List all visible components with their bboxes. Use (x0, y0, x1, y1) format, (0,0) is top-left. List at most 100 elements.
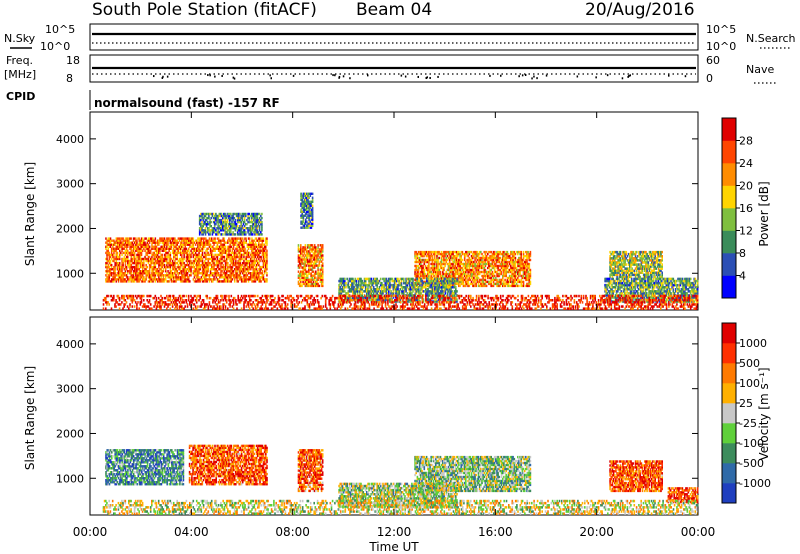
heatmap-cell (194, 243, 197, 246)
heatmap-cell (142, 261, 144, 265)
heatmap-cell (119, 243, 121, 246)
heatmap-cell (458, 260, 460, 264)
heatmap-cell (156, 259, 159, 263)
heatmap-cell (137, 259, 139, 263)
heatmap-cell (425, 274, 428, 278)
heatmap-cell (204, 280, 206, 283)
heatmap-cell (124, 265, 127, 269)
heatmap-cell (145, 243, 147, 246)
heatmap-cell (215, 255, 218, 259)
heatmap-cell (251, 237, 253, 240)
heatmap-cell (481, 260, 483, 264)
heatmap-cell (151, 270, 153, 273)
heatmap-cell (251, 276, 253, 279)
heatmap-cell (200, 247, 203, 250)
heatmap-cell (427, 270, 429, 274)
heatmap-cell (417, 250, 420, 254)
heatmap-cell (235, 276, 237, 279)
heatmap-cell (478, 264, 481, 268)
heatmap-cell (152, 239, 154, 242)
heatmap-cell (477, 282, 480, 286)
heatmap-cell (106, 280, 108, 283)
heatmap-cell (186, 278, 189, 281)
heatmap-cell (216, 243, 219, 246)
heatmap-cell (196, 253, 198, 257)
heatmap-cell (431, 268, 434, 272)
heatmap-cell (235, 270, 237, 273)
heatmap-cell (305, 284, 308, 288)
heatmap-cell (142, 249, 144, 252)
heatmap-cell (130, 270, 132, 273)
heatmap-cell (107, 253, 109, 257)
heatmap-cell (255, 243, 258, 246)
heatmap-cell (196, 247, 198, 250)
heatmap-cell (491, 278, 494, 282)
heatmap-cell (148, 265, 151, 269)
heatmap-cell (113, 278, 115, 281)
heatmap-cell (146, 247, 149, 250)
heatmap-cell (229, 272, 231, 275)
heatmap-cell (160, 257, 162, 261)
heatmap-cell (184, 265, 186, 269)
heatmap-cell (238, 278, 241, 281)
heatmap-cell (154, 241, 157, 244)
heatmap-cell (120, 243, 122, 246)
heatmap-cell (490, 272, 492, 276)
heatmap-cell (132, 278, 135, 281)
heatmap-cell (173, 280, 175, 283)
heatmap-cell (230, 265, 232, 269)
heatmap-cell (219, 261, 221, 265)
heatmap-cell (490, 250, 492, 254)
heatmap-cell (153, 245, 155, 248)
heatmap-cell (129, 276, 131, 279)
heatmap-cell (458, 250, 460, 254)
heatmap-cell (242, 261, 244, 265)
heatmap-cell (431, 262, 434, 266)
heatmap-cell (320, 264, 323, 267)
heatmap-cell (216, 259, 219, 263)
heatmap-cell (491, 258, 494, 262)
heatmap-cell (457, 268, 459, 272)
heatmap-cell (235, 243, 237, 246)
heatmap-cell (166, 251, 168, 255)
heatmap-cell (190, 259, 192, 263)
heatmap-cell (297, 270, 300, 273)
heatmap-cell (481, 284, 483, 288)
heatmap-cell (460, 280, 462, 284)
heatmap-cell (162, 261, 165, 265)
heatmap-cell (440, 252, 443, 256)
heatmap-cell (266, 241, 268, 244)
heatmap-cell (230, 239, 232, 242)
heatmap-cell (137, 253, 139, 257)
heatmap-cell (105, 241, 107, 244)
heatmap-cell (313, 272, 316, 275)
heatmap-cell (170, 280, 173, 283)
heatmap-cell (261, 233, 263, 236)
heatmap-cell (302, 270, 304, 273)
heatmap-cell (265, 263, 267, 267)
heatmap-cell (147, 261, 150, 265)
heatmap-cell (183, 253, 185, 257)
nave-dot (489, 74, 491, 77)
heatmap-cell (240, 265, 243, 269)
heatmap-cell (262, 249, 265, 252)
heatmap-cell (142, 263, 144, 267)
heatmap-cell (498, 280, 501, 284)
heatmap-cell (463, 256, 466, 260)
heatmap-cell (114, 270, 116, 273)
heatmap-cell (489, 254, 491, 258)
heatmap-cell (131, 261, 134, 265)
heatmap-cell (469, 268, 472, 272)
heatmap-cell (237, 241, 239, 244)
heatmap-cell (417, 268, 420, 272)
heatmap-cell (117, 276, 120, 279)
heatmap-cell (239, 259, 242, 263)
heatmap-cell (301, 262, 303, 265)
heatmap-cell (482, 254, 484, 258)
heatmap-cell (490, 258, 492, 262)
heatmap-cell (427, 264, 429, 268)
heatmap-cell (145, 276, 147, 279)
heatmap-cell (127, 251, 129, 255)
heatmap-cell (137, 278, 139, 281)
heatmap-cell (140, 249, 143, 252)
